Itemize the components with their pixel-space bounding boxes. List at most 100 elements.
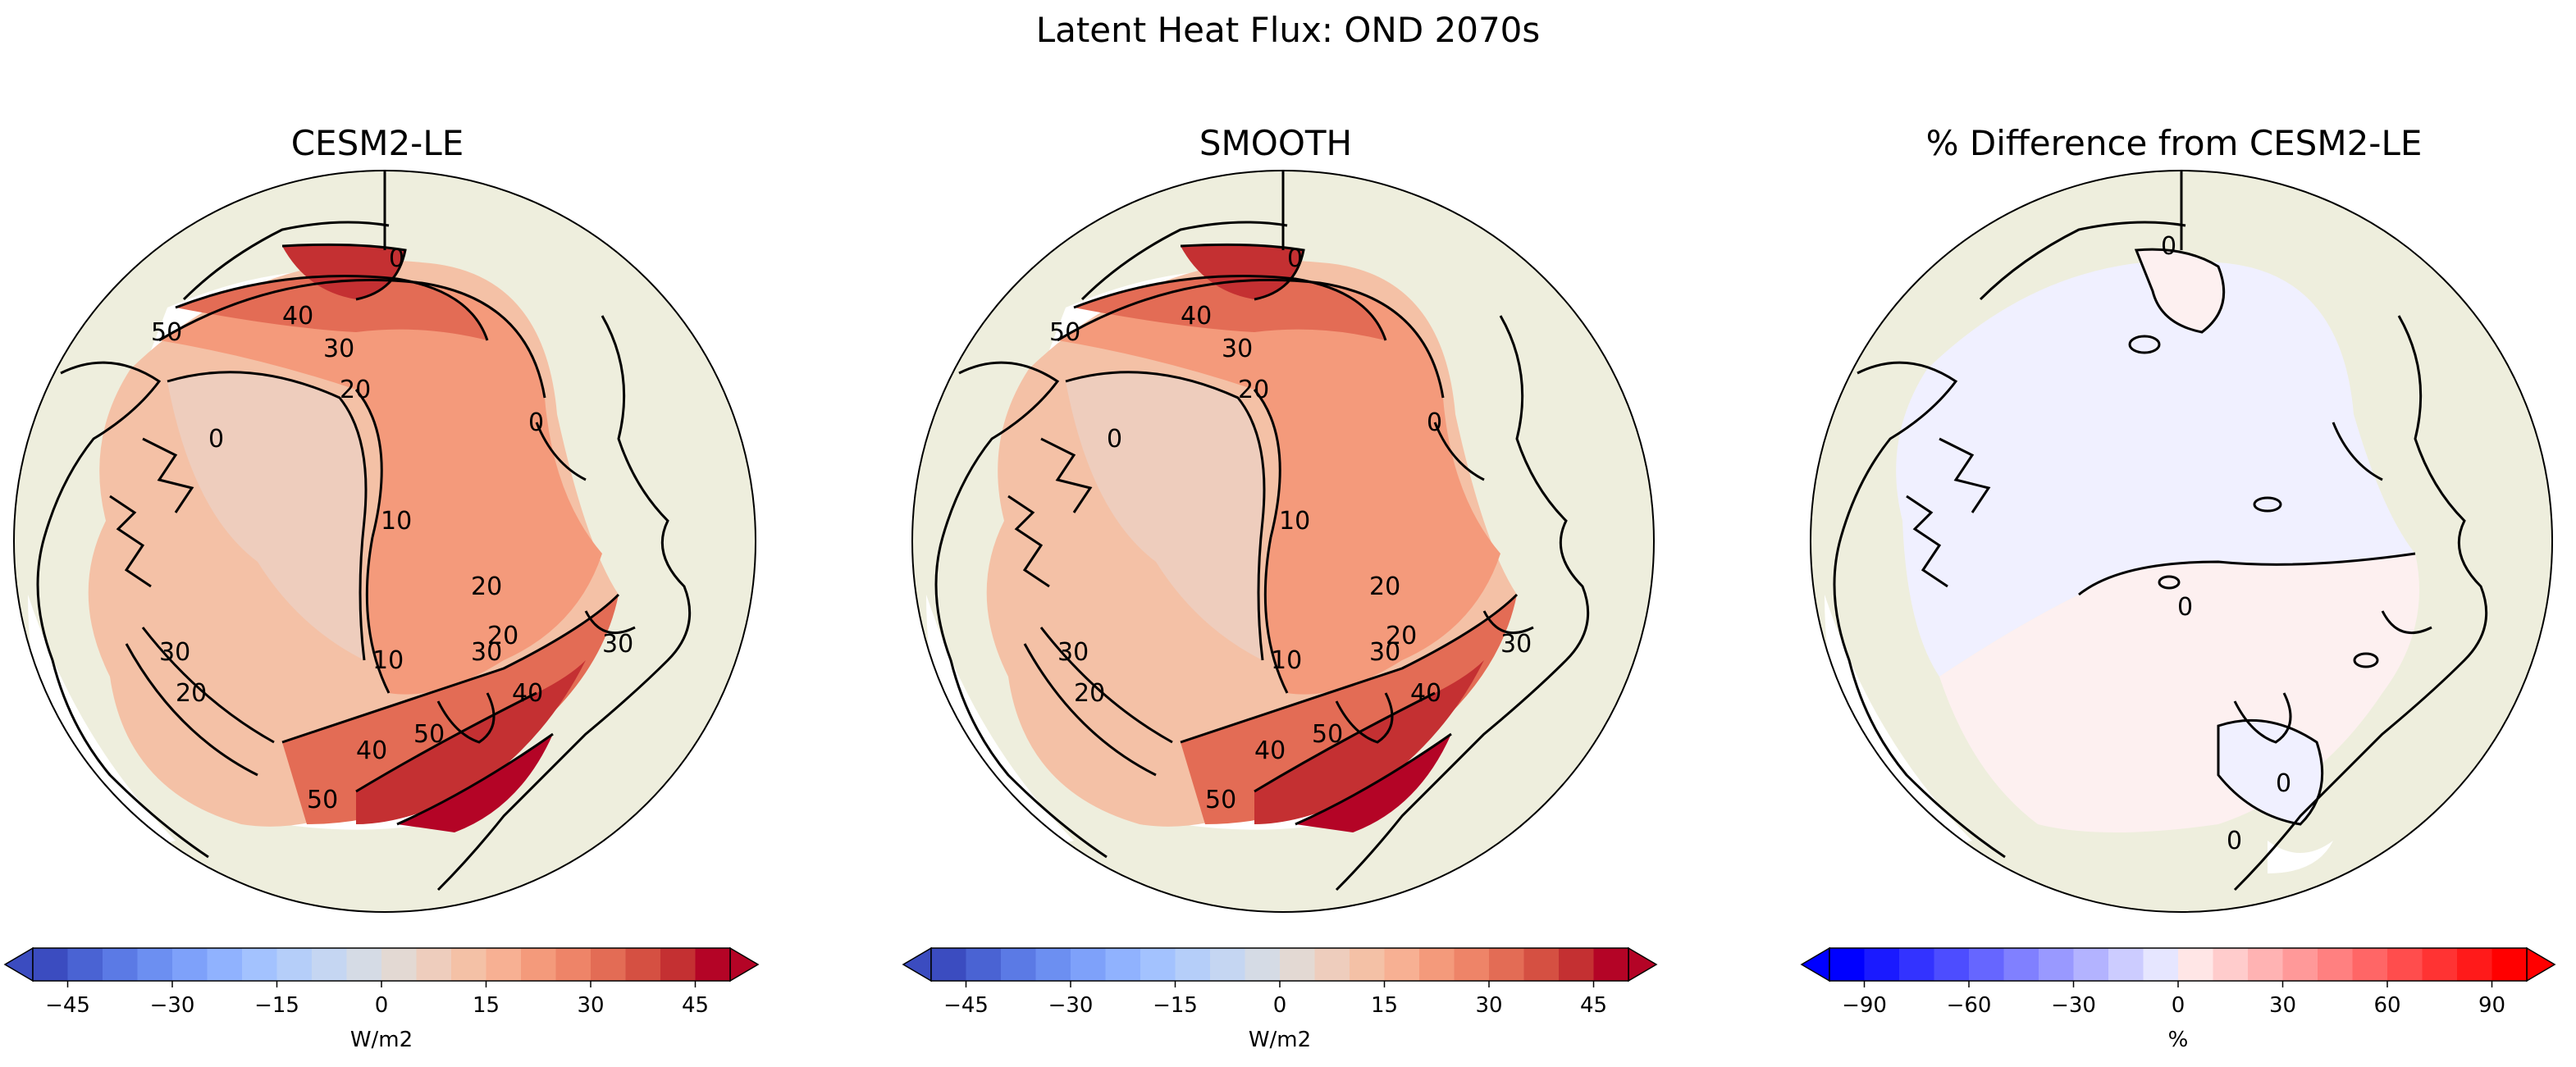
field-positive-patch (2136, 249, 2224, 332)
colorbar-tick-label: 30 (577, 993, 604, 1018)
contour-label: 30 (1057, 638, 1089, 667)
colorbar-cell (1523, 948, 1560, 981)
contour-label: 30 (159, 638, 190, 667)
panel-title: SMOOTH (1199, 123, 1353, 163)
colorbar-tick-label: 45 (682, 993, 709, 1018)
colorbar-cell (312, 948, 347, 981)
contour-lines (1023, 243, 1519, 826)
contour-label: 40 (356, 736, 387, 765)
contour-label: 10 (1279, 507, 1310, 536)
colorbar-cell (1035, 948, 1071, 981)
field-band-south-40 (1254, 660, 1484, 824)
colorbar-tick-label: −30 (1048, 993, 1094, 1018)
contour-label: 30 (1369, 638, 1400, 667)
colorbar-tick-label: −45 (943, 993, 989, 1018)
contour-label: 30 (1500, 630, 1532, 659)
contour-label: 30 (471, 638, 502, 667)
colorbar-cell (137, 948, 173, 981)
contour-label: 50 (1312, 720, 1343, 749)
map-boundary (13, 170, 756, 913)
field-band-0 (167, 372, 366, 660)
contour-lines (125, 243, 620, 826)
field-band-south-50 (1295, 734, 1451, 832)
contour-label: 20 (1238, 376, 1269, 404)
colorbar-cell (2282, 948, 2318, 981)
colorbar-tick-label: 90 (2478, 993, 2505, 1018)
colorbar-label: W/m2 (1249, 1028, 1311, 1052)
contour-label: 0 (528, 408, 544, 437)
colorbar-cell (2073, 948, 2109, 981)
colorbar-cell (33, 948, 68, 981)
colorbar-extend-min (1800, 946, 1830, 983)
colorbar-cell (486, 948, 522, 981)
colorbar-cell (242, 948, 277, 981)
contour-label: 30 (323, 335, 354, 363)
contour-label: 30 (602, 630, 633, 659)
colorbar-cell (381, 948, 417, 981)
contour-label: 40 (1410, 679, 1441, 708)
field-band-south-30 (282, 595, 619, 824)
contour-label: 20 (487, 622, 518, 650)
coastlines (36, 171, 692, 891)
field-negative-patch (2218, 720, 2323, 824)
colorbar-cell (67, 948, 103, 981)
contour-label: 0 (2276, 769, 2291, 798)
contour-label: 20 (176, 679, 207, 708)
colorbar-tick-label: 0 (1273, 993, 1287, 1018)
colorbar-cell (2457, 948, 2492, 981)
colorbar-tick-label: −15 (254, 993, 299, 1018)
contour-label: 20 (340, 376, 371, 404)
field-band-30 (176, 276, 487, 340)
colorbar-cell (966, 948, 1002, 981)
contour-label: 40 (1254, 736, 1286, 765)
colorbar-cell (1350, 948, 1385, 981)
colorbar-cell (2422, 948, 2458, 981)
contour-label: 0 (1287, 244, 1303, 273)
colorbar-cell (1140, 948, 1176, 981)
field-band-20 (1057, 280, 1500, 695)
field-band-20 (159, 280, 602, 695)
colorbar-cell (2213, 948, 2249, 981)
colorbar-cell (1899, 948, 1934, 981)
colorbar-extend-min (902, 946, 932, 983)
colorbar-cell (1829, 948, 1865, 981)
colorbar-tick-label: 15 (473, 993, 500, 1018)
contour-label: 20 (1369, 572, 1400, 601)
colorbar-cell (555, 948, 591, 981)
field-band-0 (1066, 372, 1264, 660)
contour-label: 50 (307, 786, 338, 814)
field-band-south-30 (1181, 595, 1517, 824)
panel-title: % Difference from CESM2-LE (1925, 123, 2423, 163)
colorbar-extend-min (3, 946, 34, 983)
colorbar-tick-label: −15 (1153, 993, 1198, 1018)
coastlines (934, 171, 1590, 891)
colorbar-cell (521, 948, 556, 981)
contour-label: 40 (512, 679, 543, 708)
contour-label: 0 (2161, 232, 2176, 261)
contour-label: 40 (282, 302, 313, 331)
colorbar-cell (1593, 948, 1629, 981)
colorbar-cell (2108, 948, 2144, 981)
colorbar-tick-label: 15 (1371, 993, 1398, 1018)
colorbar-cell (172, 948, 208, 981)
colorbar-tick-label: −90 (1842, 993, 1887, 1018)
field-band-south-40 (356, 660, 586, 824)
colorbar-cell (1175, 948, 1211, 981)
colorbar-cell (1454, 948, 1490, 981)
colorbar-cell (207, 948, 243, 981)
colorbar-cell (931, 948, 966, 981)
colorbar-cell (1314, 948, 1350, 981)
colorbar-tick-label: 0 (2172, 993, 2185, 1018)
field-band-south-50 (397, 734, 553, 832)
contour-label: 20 (1074, 679, 1105, 708)
ocean-gap (2268, 841, 2333, 873)
colorbar-label: W/m2 (350, 1028, 413, 1052)
contour-label: 10 (372, 646, 404, 675)
colorbar-cell (2143, 948, 2179, 981)
colorbar-extend-max (2526, 946, 2556, 983)
colorbar-cell (346, 948, 382, 981)
contour-label: 0 (1107, 425, 1122, 454)
colorbar-cell (2248, 948, 2283, 981)
colorbar-cell (1419, 948, 1455, 981)
field-band-30 (1074, 276, 1386, 340)
